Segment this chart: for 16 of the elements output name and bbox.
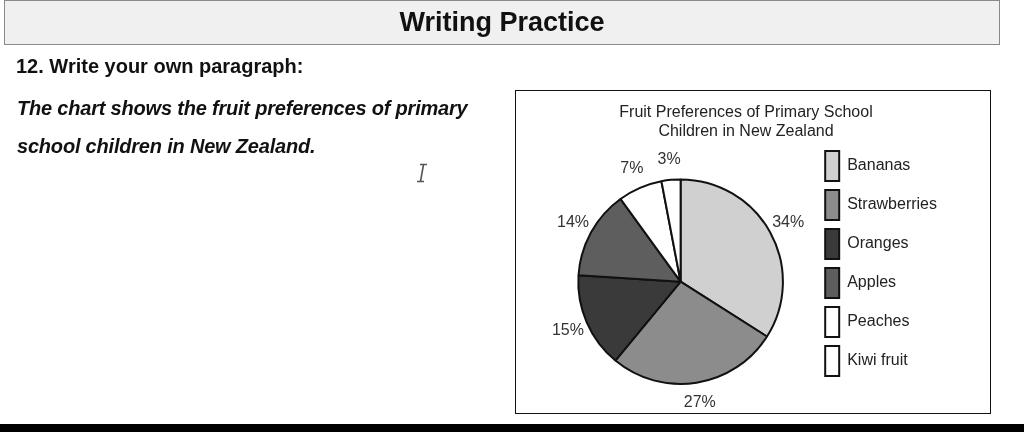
legend-label: Bananas xyxy=(847,156,911,174)
legend-label: Strawberries xyxy=(847,195,938,213)
legend-label: Peaches xyxy=(847,312,910,330)
data-label: 3% xyxy=(657,149,681,167)
text: The chart shows the fruit preferences of primary school children in New Zealand. xyxy=(17,96,470,159)
data-label: 14% xyxy=(557,212,590,230)
legend-label: Kiwi fruit xyxy=(847,351,909,369)
chart-title: Fruit Preferences of Primary School Children in New Zealand xyxy=(619,103,873,140)
data-label: 15% xyxy=(551,320,584,338)
legend-label: Oranges xyxy=(847,234,909,252)
data-label: 27% xyxy=(683,393,716,411)
text: 12. Write your own paragraph: xyxy=(16,55,304,78)
data-label: 7% xyxy=(620,159,644,177)
legend-label: Apples xyxy=(847,273,897,291)
data-label: 34% xyxy=(772,212,805,230)
text: Writing Practice xyxy=(399,7,605,37)
